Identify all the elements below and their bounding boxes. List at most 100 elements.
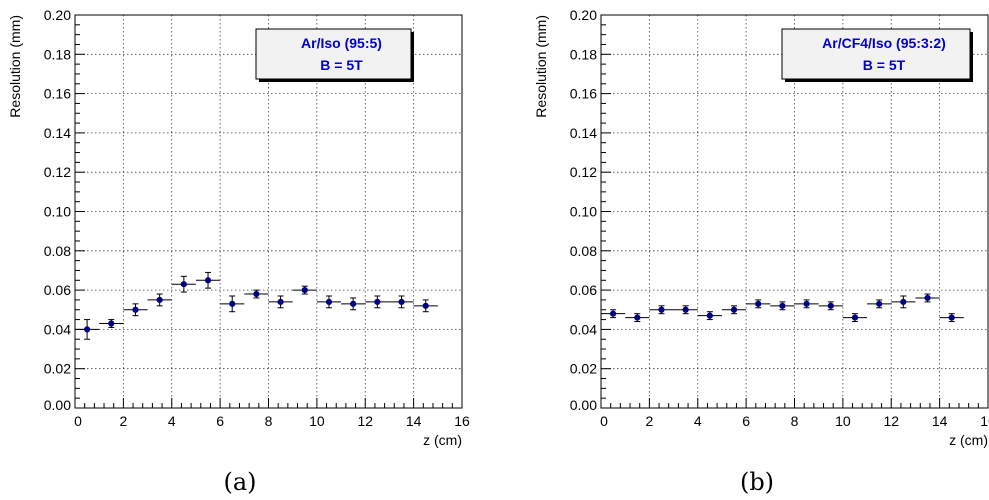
legend-box: Ar/Iso (95:5) B = 5T	[255, 28, 414, 82]
y-tick-label: 0.08	[44, 243, 71, 259]
data-point	[132, 306, 139, 313]
x-tick-label: 2	[119, 413, 127, 429]
x-tick-label: 4	[694, 413, 702, 429]
data-point	[156, 296, 163, 304]
data-point	[924, 294, 931, 302]
data-point-group	[649, 305, 674, 315]
data-point	[948, 314, 955, 321]
x-tick-label: 4	[168, 413, 176, 429]
data-point-group	[697, 311, 722, 321]
y-tick-label: 0.10	[570, 204, 597, 220]
y-tick-label: 0.14	[44, 125, 71, 141]
data-point	[682, 306, 689, 313]
data-point-group	[316, 295, 342, 309]
x-axis-title: z (cm)	[949, 432, 988, 448]
data-point-group	[770, 301, 795, 311]
x-tick-label: 10	[835, 413, 851, 429]
data-point	[779, 302, 786, 309]
x-tick-label: 8	[791, 413, 799, 429]
y-tick-label: 0.06	[44, 282, 71, 298]
legend-line: B = 5T	[863, 57, 906, 73]
y-tick-label: 0.04	[44, 321, 71, 337]
data-point	[422, 302, 429, 309]
y-tick-label: 0.00	[570, 397, 597, 413]
data-point	[253, 290, 260, 298]
legend-line: Ar/CF4/Iso (95:3:2)	[822, 35, 946, 51]
data-point	[204, 277, 212, 284]
y-tick-label: 0.18	[44, 46, 71, 62]
y-tick-label: 0.16	[570, 86, 597, 102]
data-point	[108, 320, 115, 327]
data-point	[301, 287, 308, 294]
y-tick-label: 0.18	[570, 46, 597, 62]
data-point-group	[939, 313, 964, 323]
y-axis-title: Resolution (mm)	[533, 15, 549, 118]
y-tick-label: 0.16	[44, 86, 71, 102]
data-point	[730, 306, 738, 313]
y-tick-label: 0.12	[570, 164, 597, 180]
data-point	[398, 298, 405, 305]
data-point-group	[842, 313, 868, 323]
x-tick-label: 16	[454, 413, 470, 429]
x-tick-label: 14	[932, 413, 948, 429]
data-point-group	[389, 295, 414, 309]
data-point-group	[915, 293, 940, 303]
y-tick-label: 0.08	[570, 243, 597, 259]
y-tick-label: 0.00	[44, 397, 71, 413]
legend-line: Ar/Iso (95:5)	[301, 35, 382, 51]
data-point	[876, 300, 883, 307]
y-tick-label: 0.04	[570, 321, 597, 337]
data-point	[706, 312, 713, 319]
x-tick-label: 0	[74, 413, 82, 429]
data-point	[900, 298, 907, 305]
data-point-group	[625, 313, 650, 323]
legend-line: B = 5T	[320, 57, 363, 73]
y-tick-label: 0.02	[44, 361, 71, 377]
data-point-group	[746, 299, 771, 309]
data-point	[658, 306, 665, 313]
data-point	[755, 300, 762, 307]
data-point-group	[341, 297, 366, 311]
data-point-group	[721, 305, 747, 315]
data-point-group	[818, 301, 843, 311]
caption-left-plot: (a)	[223, 468, 256, 496]
data-point-group	[171, 275, 196, 293]
legend-box: Ar/CF4/Iso (95:3:2) B = 5T	[781, 28, 973, 82]
data-series	[75, 271, 438, 340]
data-point	[229, 300, 236, 307]
data-point-group	[268, 295, 293, 309]
data-point-group	[195, 271, 221, 289]
data-point	[374, 298, 381, 305]
x-tick-label: 6	[216, 413, 224, 429]
data-point-group	[220, 295, 245, 313]
y-tick-label: 0.20	[570, 7, 597, 23]
y-axis-title: Resolution (mm)	[7, 15, 23, 118]
data-point	[180, 281, 187, 288]
x-tick-label: 10	[309, 413, 325, 429]
caption-right-plot: (b)	[740, 468, 774, 496]
data-point-group	[891, 295, 916, 309]
y-tick-label: 0.12	[44, 164, 71, 180]
chart-panel-b: 0 2 4 6 8 10 12 14 16 0.00 0.02 0.04 0.06 0.08 0.10 0.1…	[533, 7, 989, 448]
data-point	[350, 300, 357, 307]
data-point-group	[123, 303, 148, 317]
x-tick-label: 6	[742, 413, 750, 429]
data-point-group	[673, 305, 698, 315]
data-point	[634, 314, 641, 321]
legend-background	[255, 28, 412, 80]
y-tick-label: 0.10	[44, 204, 71, 220]
data-point	[609, 310, 617, 317]
data-series	[601, 293, 964, 323]
data-point-group	[292, 285, 317, 295]
data-point	[803, 300, 810, 307]
x-tick-label: 14	[406, 413, 422, 429]
x-tick-label: 2	[645, 413, 653, 429]
data-point-group	[601, 309, 626, 319]
data-point-group	[147, 293, 172, 307]
legend-background	[781, 28, 971, 80]
data-point-group	[365, 295, 390, 309]
data-point	[277, 298, 284, 305]
x-tick-label: 8	[265, 413, 273, 429]
y-tick-label: 0.02	[570, 361, 597, 377]
